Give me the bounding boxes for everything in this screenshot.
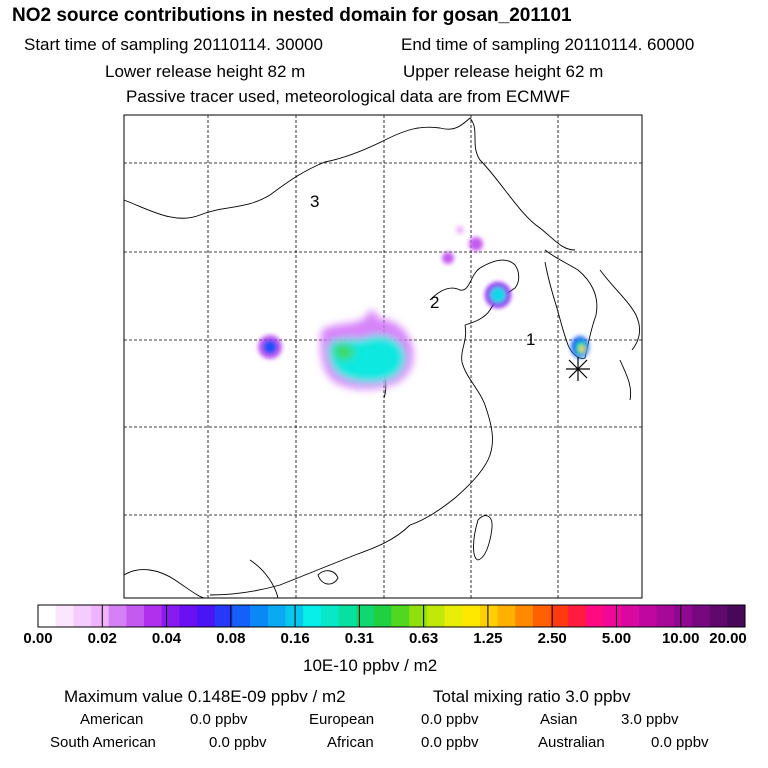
northern-spots bbox=[442, 226, 483, 264]
bohai-coast bbox=[429, 259, 520, 326]
grid-lines bbox=[124, 115, 642, 598]
colorbar-tick-label: 1.25 bbox=[473, 630, 503, 647]
colorbar-unit: 10E-10 ppbv / m2 bbox=[303, 656, 438, 675]
asian-label: Asian bbox=[540, 711, 578, 728]
australian-label: Australian bbox=[538, 734, 605, 751]
colorbar-tick-label: 0.08 bbox=[216, 630, 246, 647]
colorbar-tick-label: 2.50 bbox=[537, 630, 567, 647]
colorbar-tick-label: 0.16 bbox=[280, 630, 310, 647]
taiwan-island bbox=[473, 515, 493, 561]
african-label: African bbox=[327, 734, 374, 751]
mongolia-border bbox=[123, 117, 471, 219]
beijing-spot-inner bbox=[490, 287, 506, 303]
european-value: 0.0 ppbv bbox=[421, 711, 479, 728]
asterisk-receptor-icon bbox=[566, 357, 590, 381]
colorbar-tick-label: 5.00 bbox=[601, 630, 632, 647]
main-plume-core bbox=[333, 343, 355, 360]
china-east-coast bbox=[409, 324, 493, 526]
map-label-2: 2 bbox=[430, 293, 439, 312]
colorbar-tick-label: 0.00 bbox=[23, 630, 53, 647]
colorbar-tick-label: 0.04 bbox=[151, 630, 182, 647]
north-spot-c bbox=[456, 226, 464, 234]
colorbar-tick-label: 0.31 bbox=[344, 630, 374, 647]
hainan-island bbox=[317, 570, 339, 585]
gosan-spot bbox=[571, 336, 589, 358]
american-value: 0.0 ppbv bbox=[190, 711, 248, 728]
korea-coast bbox=[544, 249, 598, 359]
european-label: European bbox=[309, 711, 375, 728]
max-value: Maximum value 0.148E-09 ppbv / m2 bbox=[64, 687, 346, 706]
japan-coast bbox=[599, 269, 640, 401]
southwest-border bbox=[123, 559, 279, 599]
plot-title: NO2 source contributions in nested domai… bbox=[12, 5, 572, 26]
colorbar-tick-label: 20.00 bbox=[709, 630, 747, 647]
west-spot bbox=[258, 335, 282, 359]
australian-value: 0.0 ppbv bbox=[651, 734, 709, 751]
south-american-label: South American bbox=[50, 734, 156, 751]
colorbar-tick-label: 0.63 bbox=[409, 630, 439, 647]
north-spot-a bbox=[442, 252, 454, 264]
coastlines-borders bbox=[123, 117, 640, 599]
map-panel: 1 2 3 bbox=[123, 114, 643, 599]
russia-border bbox=[469, 117, 576, 251]
end-time: End time of sampling 20110114. 60000 bbox=[401, 35, 695, 54]
south-american-value: 0.0 ppbv bbox=[209, 734, 267, 751]
gosan-spot-core bbox=[579, 345, 585, 353]
west-spot-inner bbox=[263, 340, 277, 354]
colorbar-tick-label: 10.00 bbox=[661, 630, 700, 647]
african-value: 0.0 ppbv bbox=[421, 734, 479, 751]
concentration-plumes bbox=[258, 226, 589, 390]
lower-release-height: Lower release height 82 m bbox=[105, 62, 306, 81]
north-spot-b bbox=[469, 237, 483, 251]
main-plume bbox=[320, 310, 414, 390]
south-china-coast bbox=[209, 524, 411, 596]
start-time: Start time of sampling 20110114. 30000 bbox=[24, 35, 323, 54]
map-label-3: 3 bbox=[310, 192, 319, 211]
colorbar-tick-label: 0.02 bbox=[87, 630, 117, 647]
american-label: American bbox=[80, 711, 144, 728]
asian-value: 3.0 ppbv bbox=[621, 711, 679, 728]
tracer-note: Passive tracer used, meteorological data… bbox=[126, 87, 571, 106]
map-label-1: 1 bbox=[526, 330, 535, 349]
total-mixing-ratio: Total mixing ratio 3.0 ppbv bbox=[433, 687, 631, 706]
upper-release-height: Upper release height 62 m bbox=[403, 62, 604, 81]
beijing-spot bbox=[485, 282, 511, 308]
